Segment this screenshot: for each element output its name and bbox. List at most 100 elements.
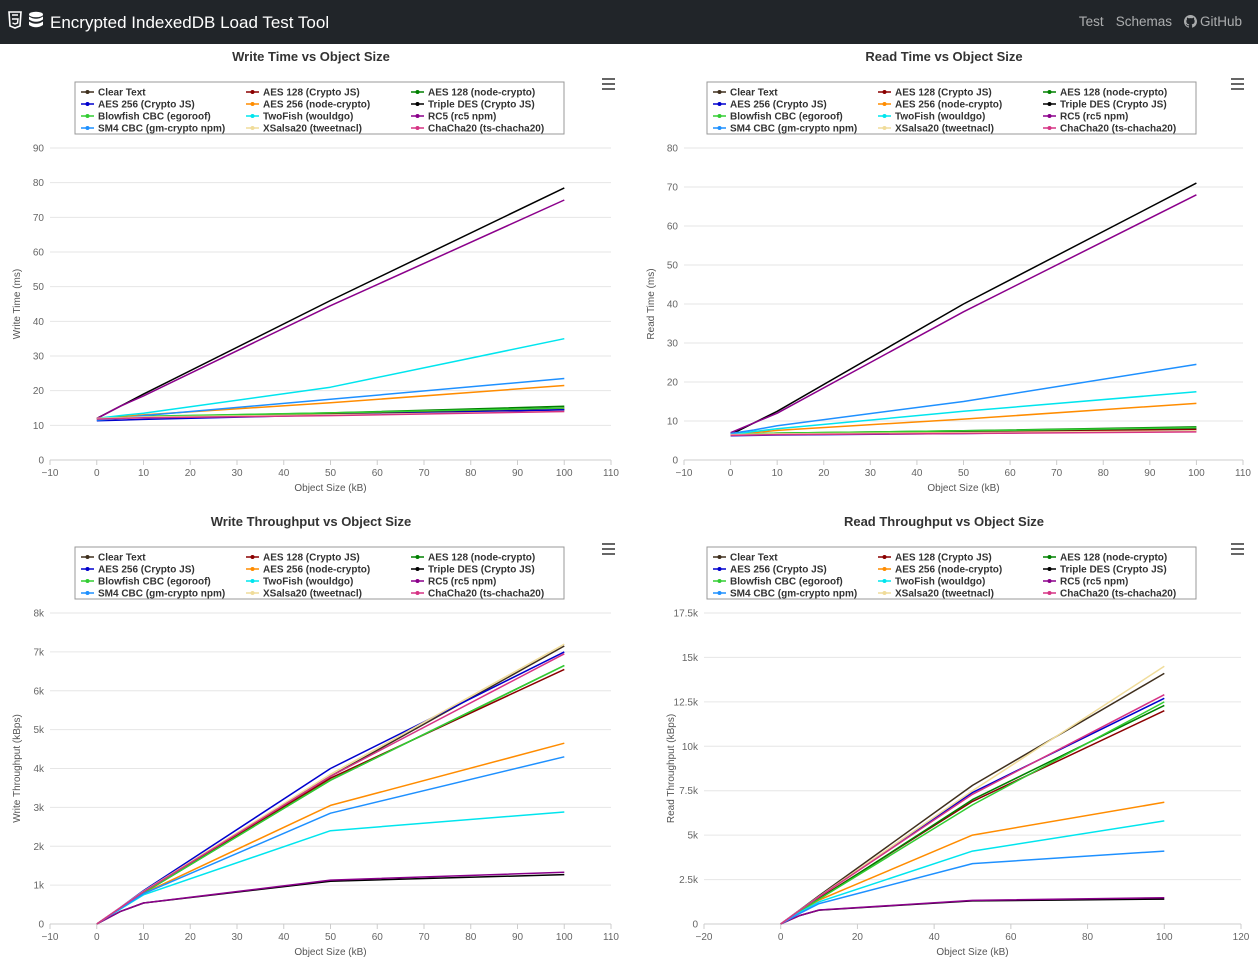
series-line[interactable] [96,811,565,925]
legend-item[interactable]: AES 128 (Crypto JS) [246,88,360,99]
series-line[interactable] [780,701,1165,925]
legend-item[interactable]: XSalsa20 (tweetnacl) [246,124,362,135]
legend-item[interactable]: SM4 CBC (gm-crypto npm) [81,124,225,135]
legend-item[interactable]: AES 256 (Crypto JS) [81,100,195,111]
legend-item[interactable]: AES 256 (node-crypto) [878,565,1002,576]
legend-item[interactable]: Clear Text [81,553,146,564]
x-tick-label: 20 [852,932,864,943]
chart-legend: Clear Text AES 128 (Crypto JS) AES 128 (no… [706,81,1197,135]
series-line[interactable] [780,694,1165,925]
legend-item[interactable]: Blowfish CBC (egoroof) [81,577,211,588]
legend-item[interactable]: ChaCha20 (ts-chacha20) [411,589,544,600]
legend-label: AES 256 (Crypto JS) [730,565,827,576]
nav-link-github[interactable]: GitHub [1183,14,1242,29]
chart-write-throughput: Write Throughput vs Object Size Clear Tex… [12,514,619,958]
legend-item[interactable]: XSalsa20 (tweetnacl) [878,589,994,600]
legend-item[interactable]: TwoFish (wouldgo) [246,577,353,588]
y-tick-label: 10 [33,421,45,432]
series-line[interactable] [780,898,1165,925]
series-line[interactable] [96,742,565,925]
legend-item[interactable]: ChaCha20 (ts-chacha20) [1043,124,1176,135]
legend-item[interactable]: AES 128 (Crypto JS) [878,88,992,99]
series-line[interactable] [730,391,1197,436]
legend-item[interactable]: RC5 (rc5 npm) [411,577,496,588]
x-tick-label: 100 [1156,932,1173,943]
chart-menu-icon[interactable] [1231,78,1244,90]
nav-link-test[interactable]: Test [1078,14,1104,29]
series-line[interactable] [96,756,565,925]
x-tick-label: 10 [138,468,150,479]
legend-item[interactable]: AES 128 (node-crypto) [1043,88,1167,99]
legend-label: TwoFish (wouldgo) [263,112,353,123]
series-line[interactable] [96,410,565,420]
legend-item[interactable]: AES 256 (Crypto JS) [713,565,827,576]
legend-item[interactable]: TwoFish (wouldgo) [246,112,353,123]
legend-label: AES 128 (Crypto JS) [263,88,360,99]
chart-menu-icon[interactable] [1231,543,1244,555]
legend-item[interactable]: AES 128 (node-crypto) [1043,553,1167,564]
chart-menu-icon[interactable] [602,78,615,90]
chart-read-throughput: Read Throughput vs Object Size Clear Text… [666,514,1250,958]
legend-item[interactable]: TwoFish (wouldgo) [878,577,985,588]
legend-item[interactable]: XSalsa20 (tweetnacl) [878,124,994,135]
legend-item[interactable]: AES 256 (node-crypto) [246,565,370,576]
series-line[interactable] [730,182,1197,436]
x-tick-label: 20 [185,932,197,943]
legend-item[interactable]: AES 128 (node-crypto) [411,553,535,564]
series-line[interactable] [780,850,1165,925]
nav-links: Test Schemas GitHub [1079,14,1242,29]
legend-item[interactable]: Blowfish CBC (egoroof) [81,112,211,123]
legend-item[interactable]: Clear Text [81,88,146,99]
legend-item[interactable]: AES 128 (Crypto JS) [878,553,992,564]
x-tick-label: 110 [603,468,619,479]
legend-item[interactable]: Blowfish CBC (egoroof) [713,112,843,123]
chart-menu-icon[interactable] [602,543,615,555]
series-line[interactable] [730,431,1197,437]
legend-item[interactable]: SM4 CBC (gm-crypto npm) [81,589,225,600]
legend-label: Blowfish CBC (egoroof) [98,112,211,123]
legend-label: XSalsa20 (tweetnacl) [895,589,994,600]
y-tick-label: 15k [682,653,699,664]
legend-item[interactable]: AES 128 (node-crypto) [411,88,535,99]
series-line[interactable] [96,668,565,925]
nav-link-github-label: GitHub [1199,14,1242,29]
legend-item[interactable]: Clear Text [713,553,778,564]
legend-item[interactable]: Triple DES (Crypto JS) [411,565,535,576]
legend-item[interactable]: SM4 CBC (gm-crypto npm) [713,589,857,600]
series-line[interactable] [96,337,565,420]
legend-item[interactable]: Triple DES (Crypto JS) [1043,100,1167,111]
legend-item[interactable]: XSalsa20 (tweetnacl) [246,589,362,600]
series-line[interactable] [730,363,1197,435]
navbar-brand[interactable]: Encrypted IndexedDB Load Test Tool [8,11,329,34]
y-tick-label: 8k [33,609,45,620]
legend-item[interactable]: ChaCha20 (ts-chacha20) [411,124,544,135]
legend-item[interactable]: TwoFish (wouldgo) [878,112,985,123]
legend-item[interactable]: SM4 CBC (gm-crypto npm) [713,124,857,135]
series-line[interactable] [730,194,1197,434]
legend-item[interactable]: Triple DES (Crypto JS) [1043,565,1167,576]
x-tick-label: 0 [778,932,784,943]
legend-item[interactable]: AES 128 (Crypto JS) [246,553,360,564]
legend-item[interactable]: RC5 (rc5 npm) [1043,112,1128,123]
legend-item[interactable]: AES 256 (node-crypto) [246,100,370,111]
legend-item[interactable]: AES 256 (node-crypto) [878,100,1002,111]
series-line[interactable] [780,896,1165,925]
legend-item[interactable]: ChaCha20 (ts-chacha20) [1043,589,1176,600]
y-axis-label: Read Throughput (kBps) [666,714,677,823]
series-line[interactable] [730,402,1197,436]
legend-item[interactable]: Clear Text [713,88,778,99]
legend-item[interactable]: RC5 (rc5 npm) [411,112,496,123]
legend-item[interactable]: RC5 (rc5 npm) [1043,577,1128,588]
y-tick-label: 80 [33,178,45,189]
y-tick-label: 80 [667,144,679,155]
y-tick-label: 2.5k [679,875,699,886]
legend-label: Clear Text [730,553,778,564]
series-line[interactable] [96,199,565,420]
series-line[interactable] [96,871,565,925]
legend-item[interactable]: Triple DES (Crypto JS) [411,100,535,111]
legend-item[interactable]: AES 256 (Crypto JS) [81,565,195,576]
series-line[interactable] [96,653,565,925]
legend-item[interactable]: Blowfish CBC (egoroof) [713,577,843,588]
nav-link-schemas[interactable]: Schemas [1115,14,1172,29]
legend-item[interactable]: AES 256 (Crypto JS) [713,100,827,111]
